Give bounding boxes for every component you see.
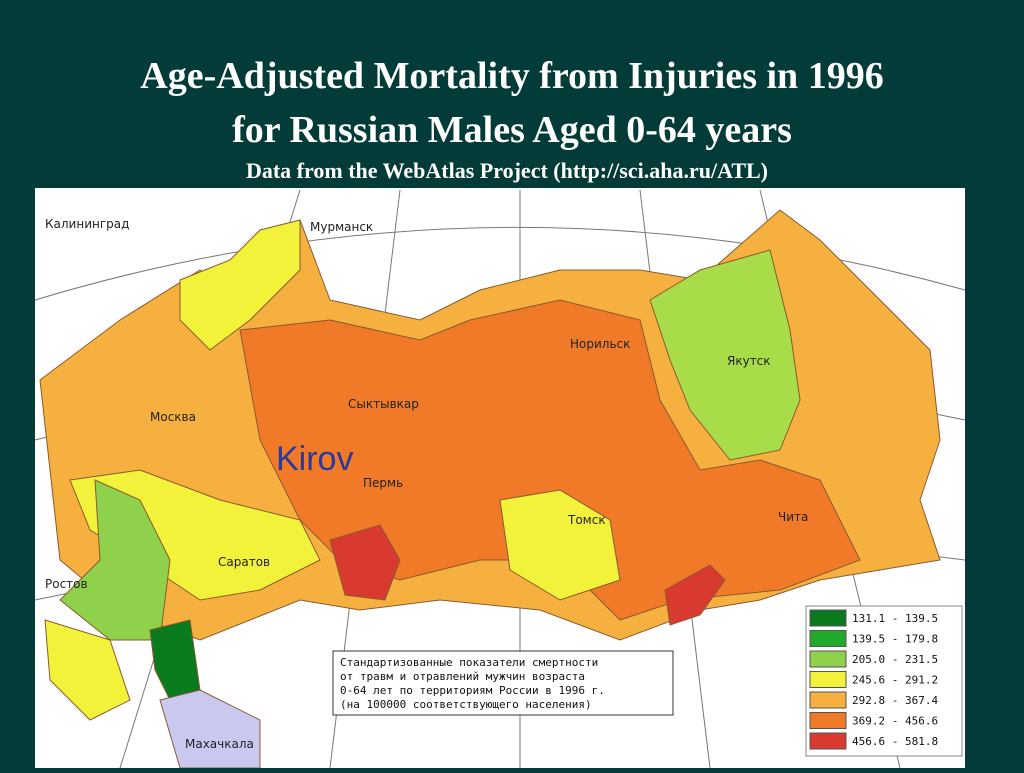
legend-swatch [809, 609, 847, 627]
legend-label: 205.0 - 231.5 [852, 653, 938, 666]
title: Age-Adjusted Mortality from Injuries in … [140, 55, 883, 97]
region [159, 689, 261, 769]
region [499, 489, 621, 601]
city-label: Норильск [570, 337, 630, 351]
legend-label: 292.8 - 367.4 [852, 694, 938, 707]
caption-line: 0-64 лет по территориям России в 1996 г. [340, 684, 605, 697]
caption-box [332, 650, 674, 716]
city-label: Москва [150, 410, 196, 424]
region [59, 479, 171, 641]
title: for Russian Males Aged 0-64 years [232, 109, 792, 151]
caption-line: (на 100000 соответствующего населения) [340, 698, 592, 711]
city-label: Пермь [363, 476, 403, 490]
region [329, 524, 401, 601]
legend-swatch [809, 712, 847, 729]
legend-label: 139.5 - 179.8 [852, 633, 938, 646]
legend-swatch [809, 732, 847, 750]
city-label: Томск [567, 513, 606, 527]
city-label: Якутск [727, 354, 771, 368]
region [649, 249, 801, 461]
city-label: Ростов [45, 577, 88, 591]
city-label: Саратов [218, 555, 270, 569]
map: Калининград Мурманск Норильск Якутск Сык… [34, 188, 966, 769]
subtitle: Data from the WebAtlas Project (http://s… [246, 158, 768, 183]
caption-line: Стандартизованные показатели смертности [340, 656, 598, 669]
region [179, 219, 301, 351]
legend-swatch [809, 630, 847, 647]
caption-line: от травм и отравлений мужчин возраста [340, 670, 585, 683]
legend: 131.1 - 139.5 139.5 - 179.8 205.0 - 231.5 2… [809, 609, 938, 750]
city-label: Калининград [45, 217, 129, 231]
city-label: Сыктывкар [348, 397, 419, 411]
city-label: Чита [778, 510, 808, 524]
legend-label: 456.6 - 581.8 [852, 735, 938, 748]
legend-label: 369.2 - 456.6 [852, 715, 938, 728]
city-label: Мурманск [310, 220, 373, 234]
caption: Стандартизованные показатели смертностио… [340, 656, 605, 711]
legend-label: 131.1 - 139.5 [852, 612, 938, 625]
city-label: Махачкала [185, 737, 254, 751]
legend-swatch [809, 671, 847, 688]
legend-swatch [809, 650, 847, 668]
legend-swatch [809, 691, 847, 709]
region [664, 564, 726, 626]
annotation: Kirov [276, 440, 353, 478]
legend-label: 245.6 - 291.2 [852, 674, 938, 687]
region [44, 619, 131, 721]
